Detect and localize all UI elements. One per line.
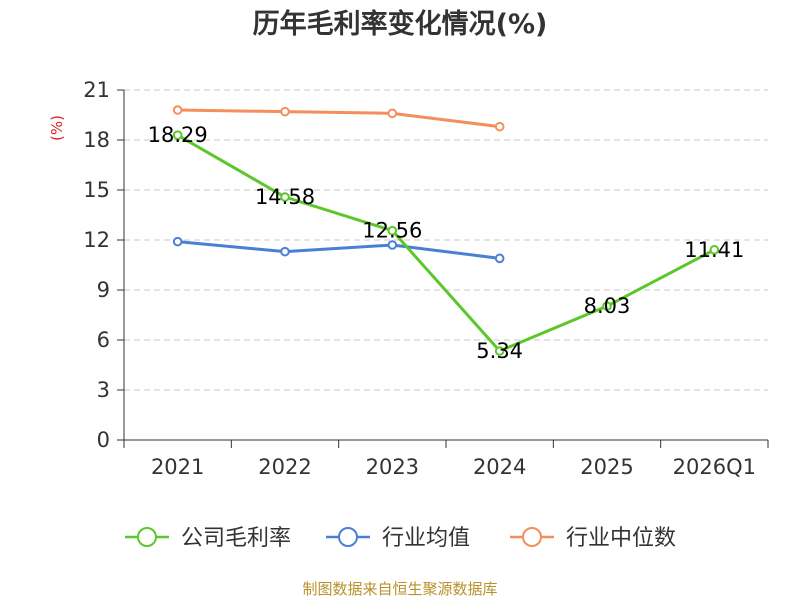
series-2-point <box>387 108 398 119</box>
grid-lines <box>124 89 768 391</box>
legend-swatch-marker <box>137 527 157 547</box>
series-2-point <box>280 106 290 117</box>
data-label: 8.03 <box>584 294 631 318</box>
x-tick-label: 2026Q1 <box>673 455 756 479</box>
y-tick-label: 21 <box>83 78 110 102</box>
y-axis-unit-label: (%) <box>48 115 66 141</box>
data-label: 11.41 <box>684 238 744 262</box>
series-0-point <box>602 301 612 311</box>
series-1-point <box>387 240 398 250</box>
series-0-point <box>387 225 398 236</box>
legend-swatch-marker <box>338 527 358 547</box>
x-tick-label: 2024 <box>473 455 526 479</box>
source-note: 制图数据来自恒生聚源数据库 <box>302 580 497 598</box>
data-label: 12.56 <box>362 219 422 243</box>
legend-label: 公司毛利率 <box>181 526 291 551</box>
y-tick-label: 12 <box>83 228 110 252</box>
legend: 公司毛利率 行业均值 行业中位数 <box>125 526 676 551</box>
series-0-point <box>280 192 290 202</box>
legend-item-2[interactable]: 行业中位数 <box>510 526 676 551</box>
x-tick-label: 2022 <box>258 455 311 479</box>
series-2-point <box>172 105 183 115</box>
y-tick-label: 6 <box>97 328 110 352</box>
series-2-point <box>494 121 505 132</box>
axes: 0 3 6 9 12 15 18 21 2021 2022 2023 2024 2025 2026Q1 <box>83 78 769 479</box>
series-0-point <box>709 245 720 255</box>
y-tick-label: 15 <box>83 178 110 202</box>
data-label: 5.34 <box>476 339 523 363</box>
y-tick-label: 18 <box>83 128 110 152</box>
series-1-point <box>172 236 183 247</box>
series-line-2 <box>177 108 500 129</box>
legend-label: 行业中位数 <box>566 526 676 551</box>
data-label: 14.58 <box>255 185 315 209</box>
series-0-point <box>172 130 183 140</box>
series-lines <box>172 105 720 356</box>
legend-swatch-marker <box>522 527 542 547</box>
legend-label: 行业均值 <box>382 526 470 551</box>
x-tick-label: 2025 <box>580 455 633 479</box>
y-tick-label: 0 <box>97 428 110 452</box>
legend-item-0[interactable]: 公司毛利率 <box>125 526 291 551</box>
y-tick-label: 3 <box>97 378 110 402</box>
data-label: 18.29 <box>148 123 208 147</box>
y-tick-label: 9 <box>97 278 110 302</box>
series-line-0 <box>176 133 716 353</box>
legend-item-1[interactable]: 行业均值 <box>326 526 470 551</box>
chart-title: 历年毛利率变化情况(%) <box>253 8 548 40</box>
x-tick-label: 2021 <box>151 455 204 479</box>
series-1-point <box>280 246 290 257</box>
series-line-1 <box>177 240 500 260</box>
x-tick-label: 2023 <box>366 455 419 479</box>
series-0-point <box>494 346 505 356</box>
data-labels: 18.29 14.58 12.56 5.34 8.03 11.41 <box>148 123 745 363</box>
series-1-point <box>494 253 505 264</box>
